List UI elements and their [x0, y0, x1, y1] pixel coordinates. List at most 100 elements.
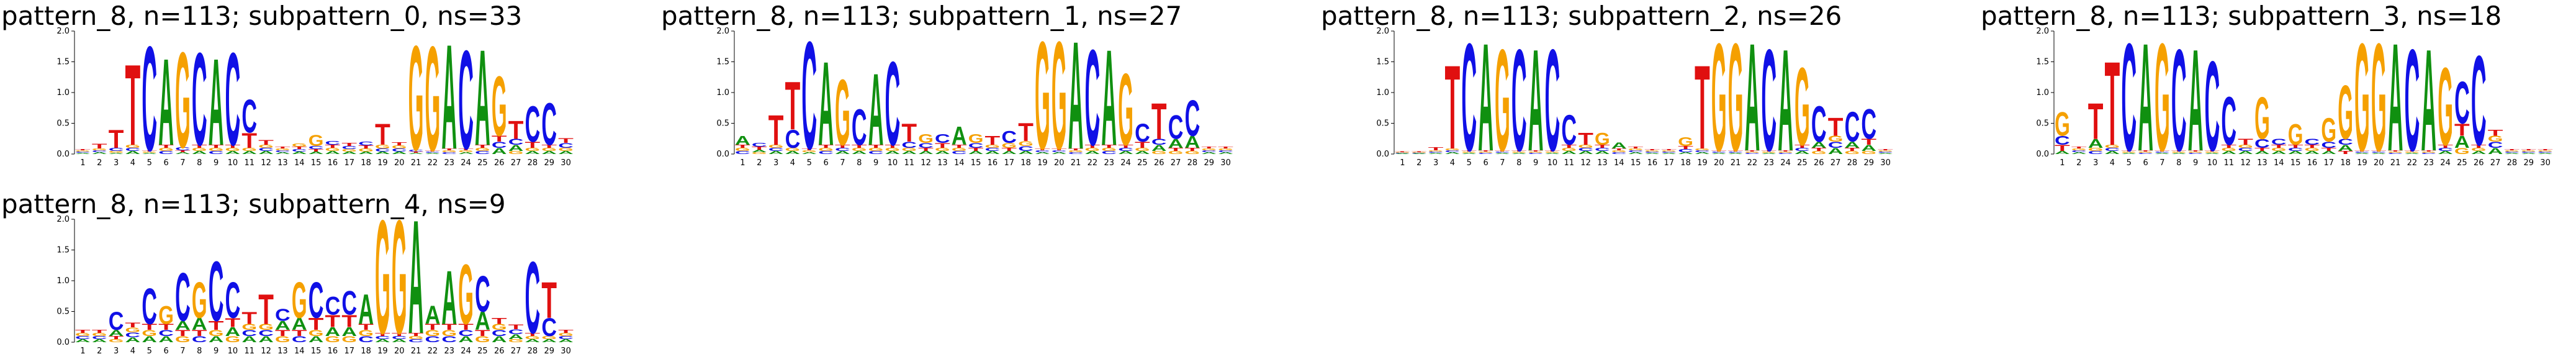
logo-letter: C	[475, 151, 490, 155]
logo-letter: A	[1595, 151, 1610, 155]
logo-letter: G	[175, 24, 191, 176]
logo-letter: C	[225, 25, 241, 173]
logo-letter: G	[1201, 148, 1217, 151]
logo-letter: C	[1695, 150, 1710, 153]
logo-letter: A	[158, 335, 174, 344]
x-tick-label: 10	[228, 158, 238, 168]
logo-letter: A	[1101, 21, 1117, 174]
x-tick-label: 9	[873, 158, 878, 168]
logo-letter: A	[1561, 151, 1577, 155]
logo-letter: T	[1861, 137, 1877, 147]
chart-title: pattern_8, n=113; subpattern_1, ns=27	[661, 1, 1182, 31]
logo-letter: C	[2238, 148, 2253, 152]
x-tick-label: 8	[197, 158, 202, 168]
logo-letter: G	[1018, 140, 1034, 148]
logo-letter: C	[885, 37, 901, 170]
logo-letter: C	[1495, 151, 1510, 153]
logo-letter: A	[75, 339, 91, 343]
logo-letter: T	[492, 316, 508, 325]
logo-letter: T	[258, 285, 274, 333]
logo-letter: C	[2338, 137, 2353, 147]
logo-letter: G	[868, 148, 884, 152]
x-tick-label: 16	[988, 158, 998, 168]
logo-letter: G	[75, 150, 91, 152]
logo-letter: A	[392, 152, 407, 155]
logo-letter: T	[125, 322, 142, 329]
x-tick-label: 1	[2060, 158, 2065, 168]
logo-letter: T	[1495, 150, 1513, 152]
logo-letter: G	[1578, 145, 1593, 149]
logo-letter: G	[441, 150, 457, 153]
logo-letter: C	[2171, 19, 2187, 181]
x-tick-label: 30	[561, 347, 571, 354]
logo-letter: C	[1101, 151, 1117, 155]
x-tick-label: 10	[1547, 158, 1558, 168]
y-tick-label: 1.0	[56, 88, 70, 98]
x-tick-label: 20	[2374, 158, 2384, 168]
logo-letter: T	[1068, 148, 1086, 151]
logo-panel: pattern_8, n=113; subpattern_3, ns=18 0.0…	[1981, 1, 2556, 183]
x-tick-label: 26	[494, 347, 505, 354]
logo-letter: T	[142, 150, 160, 152]
logo-letter: T	[2071, 146, 2089, 149]
logo-letter: A	[2505, 152, 2520, 155]
x-tick-label: 5	[147, 347, 152, 354]
logo-letter: C	[1861, 100, 1876, 148]
x-tick-label: 19	[377, 158, 388, 168]
logo-letter: A	[225, 325, 241, 339]
logo-panel: pattern_8, n=113; subpattern_2, ns=26 0.0…	[1321, 1, 1896, 183]
logo-letter: T	[835, 145, 853, 149]
x-tick-label: 20	[1714, 158, 1724, 168]
logo-letter: G	[1511, 151, 1527, 153]
x-tick-label: 13	[277, 347, 288, 354]
logo-letter: A	[2354, 152, 2370, 155]
logo-letter: C	[1412, 153, 1427, 154]
chart-title: pattern_8, n=113; subpattern_4, ns=9	[1, 189, 506, 219]
logo-letter: G	[408, 14, 424, 181]
logo-letter: A	[1445, 152, 1461, 155]
logo-letter: G	[458, 150, 474, 153]
logo-letter: T	[275, 329, 291, 338]
logo-letter: T	[525, 140, 541, 150]
logo-letter: C	[1511, 19, 1527, 181]
logo-letter: T	[901, 119, 917, 147]
x-tick-label: 15	[1631, 158, 1641, 168]
logo-letter: T	[1678, 146, 1696, 150]
logo-letter: T	[1218, 146, 1236, 149]
logo-letter: G	[818, 148, 834, 152]
x-tick-label: 7	[180, 158, 185, 168]
logo-letter: A	[1845, 140, 1860, 150]
logo-letter: A	[358, 285, 374, 333]
x-tick-label: 13	[2257, 158, 2268, 168]
logo-letter: G	[1795, 44, 1810, 168]
logo-letter: C	[1561, 106, 1577, 154]
logo-letter: T	[1201, 146, 1219, 149]
logo-letter: G	[752, 152, 767, 155]
logo-letter: G	[392, 145, 407, 150]
logo-letter: T	[1101, 145, 1119, 149]
logo-letter: C	[458, 329, 474, 338]
logo-letter: C	[142, 15, 157, 182]
logo-letter: A	[852, 151, 867, 155]
logo-letter: A	[1611, 141, 1627, 150]
logo-letter: T	[1695, 40, 1710, 174]
x-tick-label: 6	[163, 158, 168, 168]
x-tick-label: 20	[394, 347, 405, 354]
x-tick-label: 8	[1516, 158, 1521, 168]
logo-letter: G	[441, 329, 457, 338]
logo-letter: G	[901, 148, 917, 152]
x-tick-label: 4	[1450, 158, 1455, 168]
logo-letter: C	[175, 147, 191, 152]
x-tick-label: 6	[163, 347, 168, 354]
logo-letter: C	[408, 339, 424, 343]
logo-letter: C	[2205, 34, 2220, 178]
logo-letter: C	[375, 336, 390, 340]
x-tick-label: 2	[97, 158, 102, 168]
logo-letter: T	[1728, 150, 1746, 152]
logo-letter: G	[1728, 12, 1744, 183]
logo-letter: C	[818, 151, 834, 155]
logo-letter: C	[558, 336, 574, 340]
x-tick-label: 30	[1220, 158, 1231, 168]
logo-letter: C	[1428, 151, 1444, 153]
logo-letter: A	[935, 151, 950, 155]
